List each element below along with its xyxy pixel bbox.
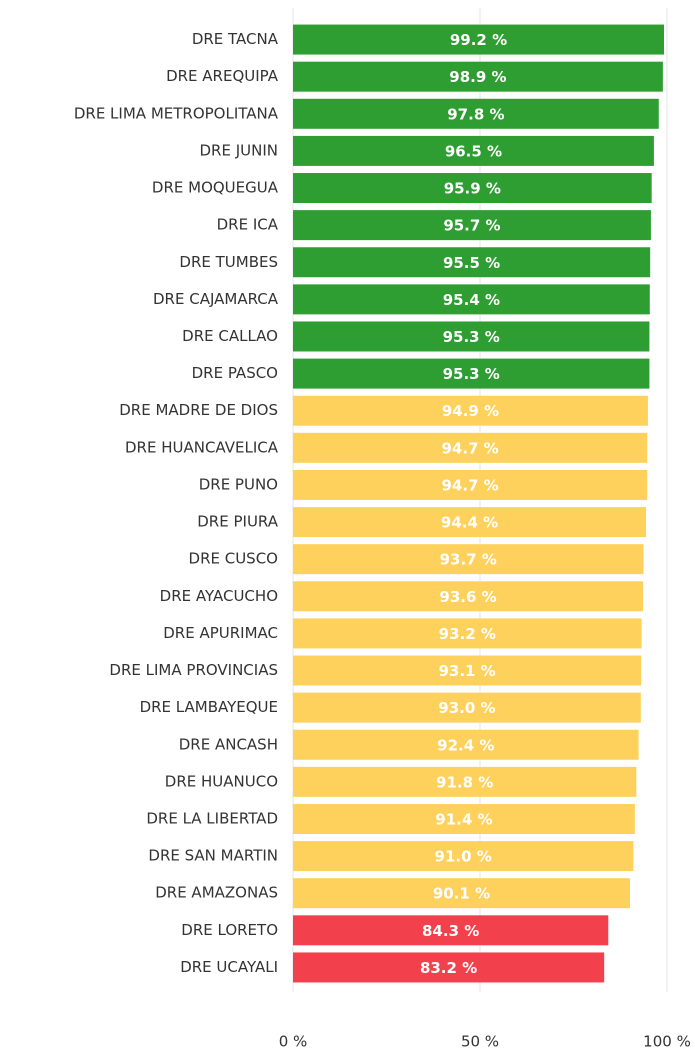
bar <box>293 61 663 92</box>
bar <box>293 841 634 872</box>
bar <box>293 432 648 463</box>
category-label: DRE CAJAMARCA <box>153 290 279 308</box>
bar <box>293 729 639 760</box>
bar <box>293 247 651 278</box>
bar <box>293 915 609 946</box>
bar <box>293 878 630 909</box>
bar <box>293 284 650 315</box>
value-label: 95.5 % <box>443 254 500 272</box>
value-label: 98.9 % <box>449 68 506 86</box>
value-label: 95.9 % <box>444 180 501 198</box>
value-label: 95.3 % <box>443 365 500 383</box>
value-label: 95.4 % <box>443 291 500 309</box>
x-tick-label: 100 % <box>643 1033 691 1051</box>
value-label: 92.4 % <box>437 736 494 754</box>
category-label: DRE CALLAO <box>182 327 278 345</box>
category-label: DRE AREQUIPA <box>166 67 279 85</box>
x-tick-label: 50 % <box>461 1033 499 1051</box>
category-label: DRE CUSCO <box>189 550 278 568</box>
category-label: DRE PIURA <box>197 513 278 531</box>
value-label: 95.7 % <box>443 217 500 235</box>
category-label: DRE LA LIBERTAD <box>146 809 278 827</box>
bar <box>293 692 641 723</box>
category-label: DRE TUMBES <box>179 253 278 271</box>
value-label: 94.7 % <box>441 476 498 494</box>
category-label: DRE ICA <box>217 216 279 234</box>
bar <box>293 395 648 426</box>
value-label: 94.9 % <box>442 402 499 420</box>
bar <box>293 321 650 352</box>
bar <box>293 544 644 575</box>
category-label: DRE TACNA <box>192 30 279 48</box>
value-label: 84.3 % <box>422 922 479 940</box>
bar <box>293 469 648 500</box>
bar <box>293 358 650 389</box>
value-label: 91.0 % <box>435 848 492 866</box>
category-label: DRE AMAZONAS <box>155 884 278 902</box>
value-label: 94.4 % <box>441 514 498 532</box>
value-label: 91.4 % <box>435 810 492 828</box>
category-label: DRE PUNO <box>199 475 278 493</box>
bar <box>293 98 659 129</box>
value-label: 95.3 % <box>443 328 500 346</box>
category-label: DRE PASCO <box>192 364 278 382</box>
category-label: DRE HUANUCO <box>165 772 278 790</box>
value-label: 91.8 % <box>436 773 493 791</box>
bar <box>293 581 644 612</box>
x-tick-label: 0 % <box>279 1033 308 1051</box>
value-label: 93.6 % <box>439 588 496 606</box>
value-label: 93.7 % <box>440 551 497 569</box>
value-label: 99.2 % <box>450 31 507 49</box>
value-label: 93.2 % <box>439 625 496 643</box>
category-label: DRE LORETO <box>181 921 278 939</box>
category-label: DRE LIMA METROPOLITANA <box>74 104 279 122</box>
category-label: DRE AYACUCHO <box>160 587 278 605</box>
bar <box>293 952 605 983</box>
value-label: 90.1 % <box>433 885 490 903</box>
category-label: DRE JUNIN <box>200 141 279 159</box>
value-label: 94.7 % <box>441 439 498 457</box>
category-label: DRE SAN MARTIN <box>148 847 278 865</box>
value-label: 93.0 % <box>438 699 495 717</box>
bar <box>293 655 642 686</box>
bar <box>293 766 637 797</box>
value-label: 93.1 % <box>438 662 495 680</box>
category-label: DRE HUANCAVELICA <box>125 438 279 456</box>
category-label: DRE UCAYALI <box>180 958 278 976</box>
value-label: 83.2 % <box>420 959 477 977</box>
category-label: DRE ANCASH <box>179 735 278 753</box>
bar <box>293 803 635 834</box>
bar <box>293 507 647 538</box>
bar <box>293 618 642 649</box>
category-label: DRE APURIMAC <box>163 624 278 642</box>
category-label: DRE MOQUEGUA <box>152 179 279 197</box>
bar <box>293 173 652 204</box>
bar <box>293 135 654 166</box>
value-label: 97.8 % <box>447 105 504 123</box>
category-label: DRE LAMBAYEQUE <box>140 698 278 716</box>
category-label: DRE MADRE DE DIOS <box>119 401 278 419</box>
bar <box>293 210 651 241</box>
value-label: 96.5 % <box>445 142 502 160</box>
bar <box>293 24 665 55</box>
category-label: DRE LIMA PROVINCIAS <box>109 661 278 679</box>
